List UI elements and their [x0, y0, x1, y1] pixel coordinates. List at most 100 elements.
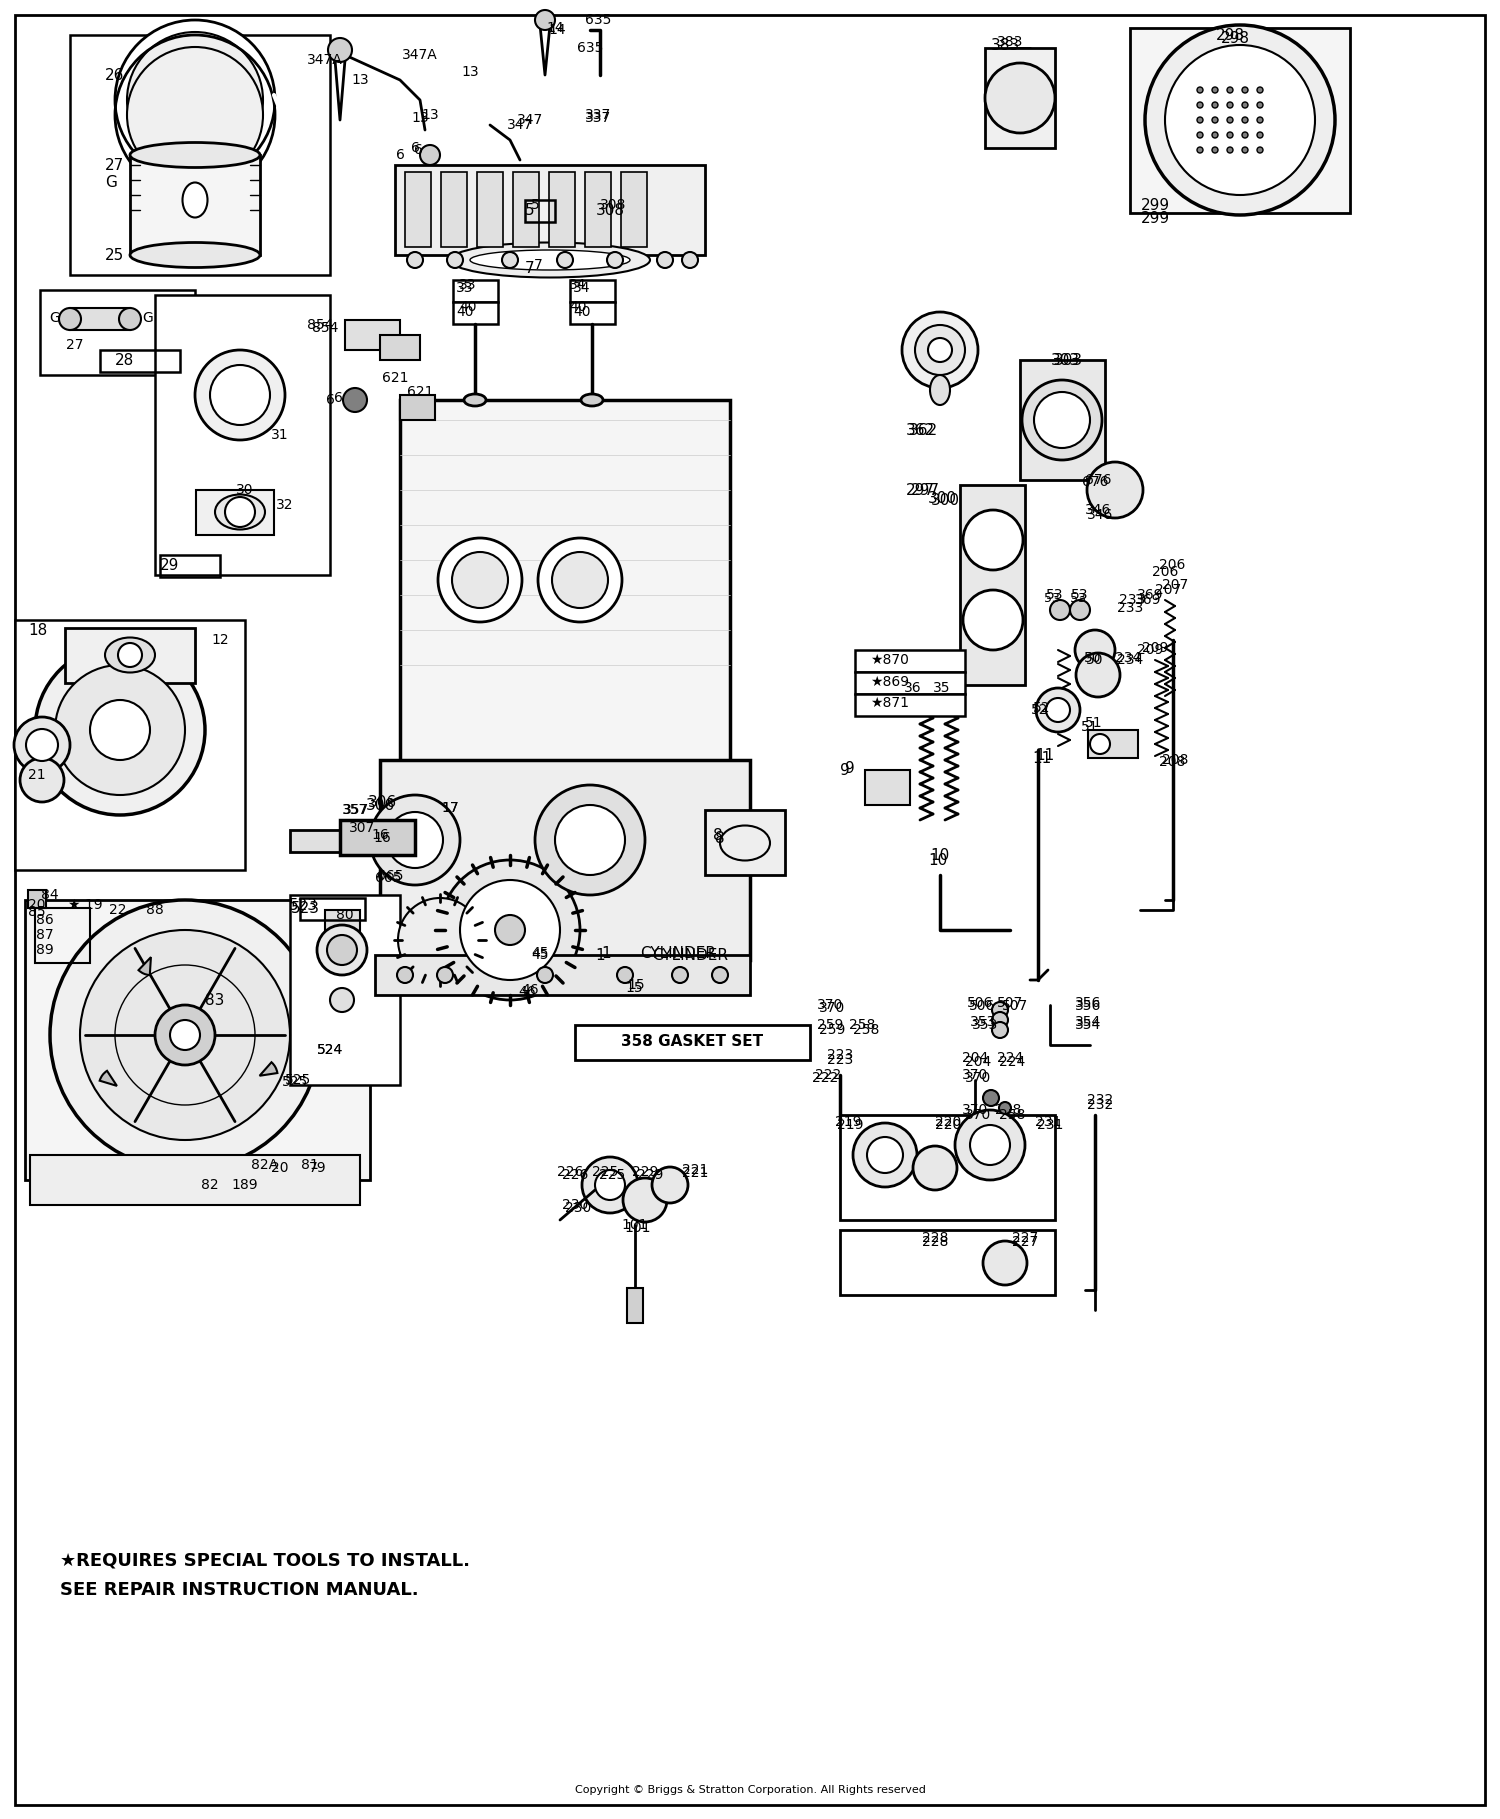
Text: 300: 300: [927, 491, 957, 506]
Text: 17: 17: [441, 800, 459, 815]
Text: 346: 346: [1084, 504, 1112, 517]
Text: 353: 353: [972, 1019, 998, 1031]
Circle shape: [170, 1020, 200, 1050]
Text: 6: 6: [414, 144, 423, 156]
Text: 29: 29: [160, 557, 180, 573]
Text: 370: 370: [962, 1068, 988, 1082]
Circle shape: [608, 253, 622, 267]
Circle shape: [1197, 147, 1203, 153]
Text: ★ 19: ★ 19: [68, 899, 102, 911]
Text: 208: 208: [1160, 755, 1185, 769]
Text: 229: 229: [638, 1168, 663, 1182]
Circle shape: [398, 968, 412, 982]
Bar: [160, 555, 220, 577]
Bar: [356, 826, 420, 855]
Circle shape: [982, 1090, 999, 1106]
Text: 231: 231: [1036, 1119, 1064, 1131]
Text: 101: 101: [624, 1221, 651, 1235]
Text: 204: 204: [964, 1055, 992, 1070]
Text: 298: 298: [1221, 31, 1250, 45]
Text: 6: 6: [326, 393, 334, 407]
Ellipse shape: [130, 142, 260, 167]
Text: 88: 88: [146, 902, 164, 917]
Circle shape: [992, 1011, 1008, 1028]
Text: 79: 79: [309, 1161, 327, 1175]
Circle shape: [13, 717, 70, 773]
Circle shape: [556, 253, 573, 267]
Circle shape: [956, 1110, 1024, 1181]
Text: 89: 89: [36, 942, 54, 957]
Bar: [34, 908, 90, 962]
Text: 10: 10: [928, 853, 948, 868]
Circle shape: [20, 759, 64, 802]
Ellipse shape: [58, 307, 81, 329]
Text: 231: 231: [1035, 1115, 1060, 1130]
Text: 16: 16: [374, 831, 392, 846]
Circle shape: [1046, 698, 1070, 722]
Circle shape: [1227, 147, 1233, 153]
Text: 18: 18: [28, 622, 48, 637]
Text: 14: 14: [546, 22, 564, 35]
Text: 234: 234: [1118, 653, 1143, 668]
Text: 507: 507: [1002, 999, 1028, 1013]
Text: 207: 207: [1162, 578, 1188, 591]
Circle shape: [34, 646, 206, 815]
Text: 258: 258: [853, 1022, 879, 1037]
Bar: [855, 695, 964, 717]
Text: 27: 27: [66, 338, 84, 353]
Circle shape: [963, 589, 1023, 649]
Text: 11: 11: [1035, 748, 1054, 762]
Text: 35: 35: [933, 680, 951, 695]
Bar: [621, 173, 646, 247]
Text: 8: 8: [712, 828, 723, 842]
Circle shape: [672, 968, 688, 982]
Text: 53: 53: [1044, 591, 1060, 604]
Circle shape: [555, 806, 626, 875]
Bar: [15, 620, 244, 869]
Text: 206: 206: [1152, 566, 1178, 578]
Circle shape: [536, 786, 645, 895]
Circle shape: [652, 1168, 688, 1202]
Bar: [26, 900, 370, 1181]
Text: 5: 5: [525, 202, 536, 218]
Bar: [290, 895, 400, 1084]
Text: 17: 17: [441, 800, 459, 815]
Ellipse shape: [130, 242, 260, 267]
Text: 209: 209: [1142, 640, 1168, 655]
Circle shape: [538, 538, 622, 622]
Circle shape: [370, 795, 460, 886]
Circle shape: [1050, 600, 1070, 620]
Circle shape: [1088, 462, 1143, 518]
Bar: [70, 307, 130, 329]
Text: 40: 40: [459, 300, 477, 315]
Text: 354: 354: [1076, 1015, 1101, 1030]
Text: 6: 6: [333, 391, 342, 406]
Text: 308: 308: [600, 198, 625, 213]
Text: 34: 34: [570, 278, 586, 293]
Text: 259: 259: [818, 1019, 843, 1031]
Text: 13: 13: [422, 107, 440, 122]
Text: 35: 35: [938, 680, 954, 695]
Circle shape: [1197, 102, 1203, 107]
Circle shape: [330, 988, 354, 1011]
Bar: [405, 173, 430, 247]
Bar: [1130, 27, 1350, 213]
Text: 635: 635: [578, 42, 603, 55]
Text: 230: 230: [566, 1201, 591, 1215]
Circle shape: [420, 146, 440, 166]
Text: 346: 346: [1088, 508, 1113, 522]
Text: 51: 51: [1082, 720, 1100, 735]
Bar: [574, 1024, 810, 1060]
Text: 854: 854: [312, 320, 338, 335]
Text: 337: 337: [585, 107, 610, 122]
Text: 347: 347: [518, 113, 543, 127]
Text: 84: 84: [40, 888, 58, 902]
Text: 52: 52: [1034, 700, 1050, 715]
Bar: [453, 302, 498, 324]
Text: 82A: 82A: [252, 1159, 279, 1171]
Text: ★870: ★870: [870, 653, 909, 668]
Bar: [705, 809, 785, 875]
Circle shape: [682, 253, 698, 267]
Text: 233: 233: [1119, 593, 1144, 608]
Wedge shape: [99, 1071, 117, 1086]
